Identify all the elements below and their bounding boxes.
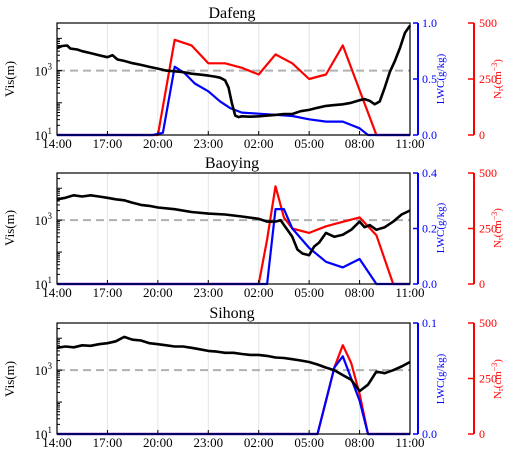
plot-frame — [56, 322, 411, 435]
x-tick-label: 14:00 — [42, 136, 72, 151]
x-tick-label: 14:00 — [42, 435, 72, 450]
n-tick-label: 250 — [479, 372, 497, 386]
x-tick-label: 14:00 — [42, 285, 72, 300]
x-tick-label: 05:00 — [294, 136, 324, 151]
x-tick-label: 11:00 — [395, 285, 424, 300]
series-line-lwc — [57, 65, 410, 137]
plot-area: 14:00 17:00 20:00 23:00 02:00 05:00 08:00 11:00… — [35, 166, 498, 300]
x-tick-label: 05:00 — [294, 435, 324, 450]
x-tick-label: 08:00 — [345, 285, 375, 300]
series-line-vis — [56, 335, 411, 393]
x-tick-label: 02:00 — [244, 285, 274, 300]
x-tick-label: 11:00 — [395, 435, 424, 450]
lwc-tick-label: 0.0 — [422, 128, 437, 142]
x-tick-label: 17:00 — [93, 136, 123, 151]
plot-area: 14:00 17:00 20:00 23:00 02:00 05:00 08:00 11:00… — [35, 316, 498, 450]
vis-axis-label: Vis(m) — [2, 361, 17, 397]
n-axis-label: Nr(cm−3) — [490, 359, 505, 399]
y-tick-label: 103 — [35, 211, 53, 228]
x-tick-label: 23:00 — [193, 285, 223, 300]
n-axis-label: Nr(cm−3) — [490, 208, 505, 248]
y-tick-label: 101 — [35, 425, 53, 442]
n-tick-label: 0 — [479, 277, 485, 291]
panel-sihong: Sihong 14:00 17:00 20:00 23:00 02:00 05:00 08:… — [2, 305, 505, 450]
y-tick-label: 101 — [35, 126, 53, 143]
lwc-axis-label: LWC(g/kg) — [435, 202, 447, 253]
n-tick-label: 0 — [479, 427, 485, 441]
y-tick-label: 101 — [35, 275, 53, 292]
lwc-tick-label: 0.4 — [422, 166, 437, 180]
n-tick-label: 500 — [479, 316, 497, 330]
panel-title: Sihong — [209, 305, 254, 322]
x-tick-label: 23:00 — [193, 136, 223, 151]
n-tick-label: 500 — [479, 166, 497, 180]
vis-axis-label: Vis(m) — [2, 210, 17, 246]
series-line-n — [57, 38, 410, 137]
y-tick-label: 103 — [35, 361, 53, 378]
panel-dafeng: Dafeng 14:00 17:00 20:00 23:00 02:00 05:00 08:… — [2, 5, 505, 151]
x-tick-label: 05:00 — [294, 285, 324, 300]
n-tick-label: 500 — [479, 16, 497, 30]
x-tick-label: 20:00 — [143, 285, 173, 300]
series-line-n — [57, 185, 410, 286]
lwc-tick-label: 0.0 — [422, 277, 437, 291]
panel-baoying: Baoying 14:00 17:00 20:00 23:00 02:00 05:00 08… — [2, 155, 505, 300]
x-tick-label: 17:00 — [93, 285, 123, 300]
x-tick-label: 11:00 — [395, 136, 424, 151]
x-tick-label: 17:00 — [93, 435, 123, 450]
panel-title: Baoying — [205, 155, 259, 172]
y-tick-label: 103 — [35, 62, 53, 79]
plot-area: 14:00 17:00 20:00 23:00 02:00 05:00 08:00 11:00… — [35, 16, 498, 151]
lwc-tick-label: 0.2 — [422, 222, 437, 236]
plot-frame — [56, 22, 411, 136]
panel-title: Dafeng — [208, 5, 255, 22]
x-tick-label: 02:00 — [244, 136, 274, 151]
lwc-tick-label: 1.0 — [422, 16, 437, 30]
n-tick-label: 250 — [479, 222, 497, 236]
vis-axis-label: Vis(m) — [2, 61, 17, 97]
plot-frame — [56, 172, 411, 285]
x-tick-label: 23:00 — [193, 435, 223, 450]
series-line-vis — [56, 24, 412, 119]
x-tick-label: 20:00 — [143, 136, 173, 151]
series-line-lwc — [57, 355, 410, 436]
x-tick-label: 20:00 — [143, 435, 173, 450]
x-tick-label: 08:00 — [345, 435, 375, 450]
lwc-axis-label: LWC(g/kg) — [435, 53, 447, 104]
lwc-tick-label: 0.1 — [422, 316, 437, 330]
series-line-vis — [56, 194, 411, 257]
n-axis-label: Nr(cm−3) — [490, 59, 505, 99]
n-tick-label: 250 — [479, 72, 497, 86]
x-tick-label: 02:00 — [244, 435, 274, 450]
x-tick-label: 08:00 — [345, 136, 375, 151]
lwc-tick-label: 0.5 — [422, 72, 437, 86]
lwc-tick-label: 0.0 — [422, 427, 437, 441]
n-tick-label: 0 — [479, 128, 485, 142]
lwc-axis-label: LWC(g/kg) — [435, 353, 447, 404]
